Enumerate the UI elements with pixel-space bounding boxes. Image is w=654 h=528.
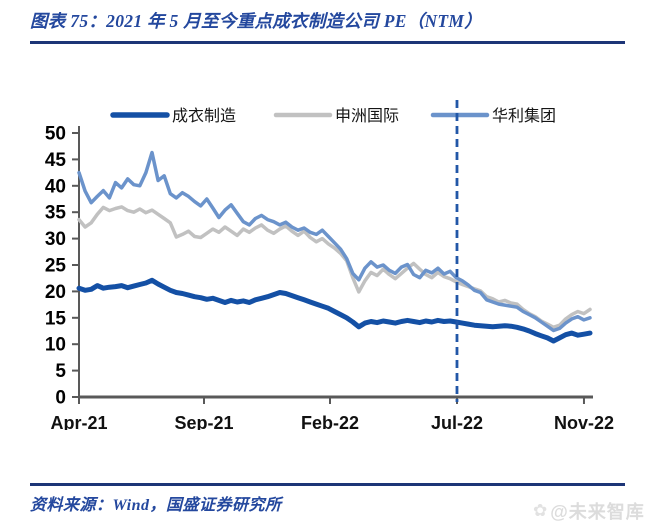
y-tick-label: 35 [45,203,67,224]
y-tick-label: 10 [45,335,66,356]
legend-label-2: 申洲国际 [335,107,399,125]
x-tick-label: Jul-22 [431,413,483,430]
x-tick-label: Apr-21 [50,413,107,430]
y-tick-label: 20 [45,282,66,303]
figure-title: 图表 75：2021 年 5 月至今重点成衣制造公司 PE（NTM） [30,11,483,31]
watermark: ✿ @未来智库 [533,498,645,524]
y-tick-label: 50 [45,124,66,145]
y-tick-label: 0 [55,388,66,409]
x-tick-label: Nov-22 [554,413,614,430]
y-tick-label: 25 [45,256,67,277]
y-tick-label: 5 [55,361,66,382]
data-source-note: 资料来源：Wind，国盛证券研究所 [30,497,282,514]
watermark-flower-icon: ✿ [533,501,549,520]
legend-label-3: 华利集团 [492,107,556,125]
legend-label-1: 成衣制造 [172,107,236,125]
y-tick-label: 45 [45,150,67,171]
y-tick-label: 15 [45,308,67,329]
series-line-1 [76,277,593,344]
x-tick-label: Sep-21 [174,413,233,430]
y-tick-label: 30 [45,229,66,250]
series-line-2 [77,205,592,330]
series-line-3 [77,150,592,333]
pe-ntm-line-chart: 0 5 10 15 20 25 30 35 40 45 50 Apr-21 Sep-21 Feb-22 Ju… [45,100,614,430]
x-tick-label: Feb-22 [301,413,359,430]
footer-divider [30,483,625,486]
y-tick-label: 40 [45,176,66,197]
watermark-text: @未来智库 [550,502,645,522]
title-divider [30,41,625,44]
